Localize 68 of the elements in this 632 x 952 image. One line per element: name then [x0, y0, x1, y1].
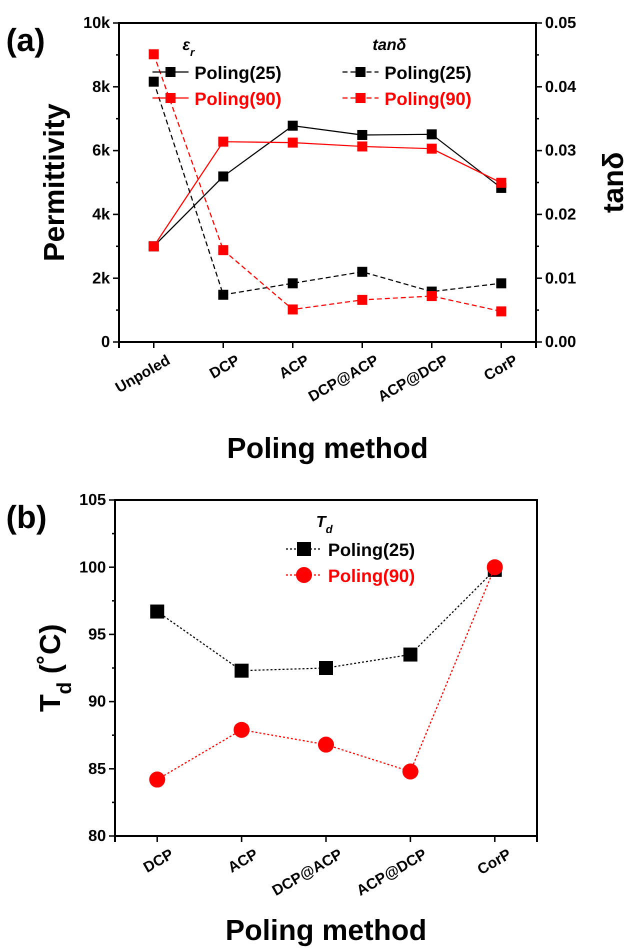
- point: [149, 772, 166, 788]
- y-tick-label: 2k: [92, 270, 110, 288]
- legend-label: Poling(25): [194, 63, 282, 83]
- point: [148, 49, 159, 60]
- y-tick-label: 80: [88, 828, 106, 846]
- point: [234, 664, 249, 678]
- point: [357, 141, 368, 152]
- point: [148, 76, 159, 87]
- point: [426, 291, 437, 302]
- point: [150, 604, 164, 619]
- point: [426, 129, 437, 140]
- y-tick-label: 6k: [92, 142, 110, 160]
- legend-label: Poling(90): [194, 89, 282, 109]
- legend-label: Poling(90): [328, 566, 416, 586]
- point: [218, 290, 228, 300]
- text: (b): [6, 499, 47, 535]
- y2-tick-label: 0.02: [545, 206, 576, 224]
- x-axis-title: Poling method: [226, 433, 428, 465]
- legend-label: Poling(25): [328, 540, 416, 560]
- point: [496, 178, 506, 188]
- point: [403, 648, 418, 662]
- legend-label: Poling(25): [384, 63, 472, 83]
- y2-tick-label: 0.00: [545, 334, 576, 352]
- point: [318, 736, 334, 753]
- y-tick-label: 0: [101, 334, 110, 352]
- point: [486, 559, 503, 576]
- point: [288, 278, 298, 288]
- y-tick-label: 4k: [92, 206, 110, 224]
- legend-title: T$_{d}$: [316, 514, 334, 536]
- point: [288, 304, 298, 314]
- point: [496, 306, 506, 316]
- y-tick-label: 8k: [92, 78, 110, 96]
- legend-label: Poling(90): [384, 89, 472, 109]
- y2-tick-label: 0.04: [545, 78, 576, 96]
- y2-tick-label: 0.05: [545, 15, 576, 32]
- point: [426, 144, 437, 154]
- legend-title: ε$_{r}$: [182, 37, 196, 59]
- y-tick-label: 10k: [83, 15, 110, 32]
- annotation: tanδ: [372, 37, 406, 54]
- point: [357, 130, 368, 140]
- x-axis-title: Poling method: [225, 915, 427, 947]
- y-tick-label: 100: [79, 559, 106, 576]
- point: [402, 763, 418, 780]
- y2-tick-label: 0.01: [545, 270, 576, 288]
- x-tick-label: CorP: [474, 846, 514, 879]
- point: [218, 171, 228, 182]
- y2-tick-label: 0.03: [545, 142, 576, 160]
- x-tick-label: ACP: [225, 846, 261, 876]
- point: [218, 245, 228, 256]
- point: [288, 120, 298, 131]
- y-tick-label: 105: [79, 492, 106, 510]
- point: [288, 138, 298, 148]
- point: [357, 266, 368, 277]
- point: [496, 278, 506, 288]
- point: [234, 722, 250, 738]
- point: [357, 294, 368, 305]
- point: [319, 661, 333, 675]
- y-axis-title: Permittivity: [39, 104, 71, 262]
- y-tick-label: 95: [88, 626, 106, 644]
- x-tick-label: CorP: [481, 352, 521, 385]
- y2-axis-title: tanδ: [598, 152, 630, 214]
- x-tick-label: DCP: [206, 352, 243, 382]
- text: (a): [6, 22, 46, 58]
- point: [218, 136, 228, 147]
- y-tick-label: 85: [88, 760, 106, 778]
- x-tick-label: ACP: [276, 352, 312, 382]
- y-tick-label: 90: [88, 694, 106, 711]
- x-tick-label: DCP: [140, 846, 177, 876]
